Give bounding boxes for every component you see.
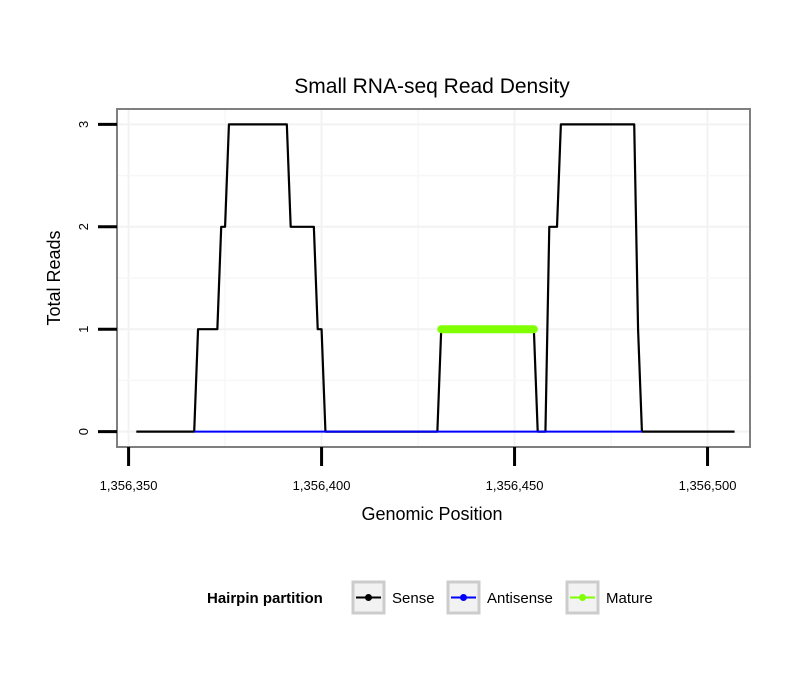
x-tick-label: 1,356,500 (679, 478, 737, 493)
x-tick-label: 1,356,350 (100, 478, 158, 493)
legend-label-sense: Sense (392, 590, 435, 607)
y-tick-label: 0 (76, 428, 91, 435)
x-tick-label: 1,356,450 (486, 478, 544, 493)
legend-label-mature: Mature (606, 590, 653, 607)
y-tick-label: 1 (76, 326, 91, 333)
x-axis-label: Genomic Position (361, 504, 502, 524)
legend-label-antisense: Antisense (487, 590, 553, 607)
legend-key-sense-dot (365, 594, 372, 601)
series-layer (136, 123, 735, 433)
plot-border (116, 108, 751, 448)
legend: Hairpin partition Sense Antisense Mature (207, 580, 653, 615)
legend-title: Hairpin partition (207, 590, 323, 607)
chart-title: Small RNA-seq Read Density (294, 75, 570, 98)
x-tick-label: 1,356,400 (293, 478, 351, 493)
x-axis: 1,356,350 1,356,400 1,356,450 1,356,500 (100, 447, 737, 493)
legend-key-antisense-dot (460, 594, 467, 601)
y-tick-label: 3 (76, 121, 91, 128)
y-axis-label: Total Reads (44, 230, 64, 325)
legend-key-mature-dot (579, 594, 586, 601)
y-tick-label: 2 (76, 223, 91, 230)
y-axis: 0 1 2 3 (76, 121, 117, 435)
